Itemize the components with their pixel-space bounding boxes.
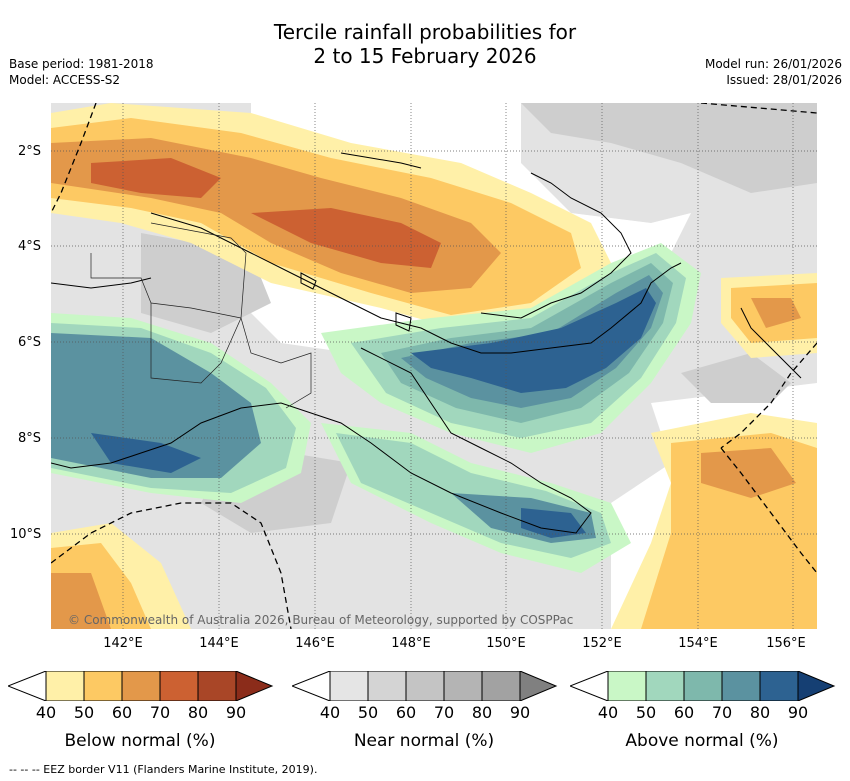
- eez-border: [51, 103, 817, 629]
- eez-footnote: -- -- -- EEZ border V11 (Flanders Marine…: [9, 763, 318, 776]
- colorbar-tick: 80: [471, 703, 493, 722]
- lon-label: 144°E: [199, 636, 239, 651]
- colorbar-tick: 50: [73, 703, 95, 722]
- copyright-notice: © Commonwealth of Australia 2026, Bureau…: [68, 613, 574, 627]
- colorbar-segment: [645, 671, 685, 701]
- meta-right: Model run: 26/01/2026 Issued: 28/01/2026: [705, 56, 842, 88]
- colorbar-tick: 60: [673, 703, 695, 722]
- above-normal-80: [521, 508, 586, 538]
- colorbar-segment: [759, 671, 799, 701]
- map-title: Tercile rainfall probabilities for 2 to …: [0, 20, 850, 68]
- colorbar-tick: 90: [225, 703, 247, 722]
- colorbar-tick: 60: [395, 703, 417, 722]
- lat-label: 8°S: [18, 431, 42, 446]
- colorbar-tick: 50: [357, 703, 379, 722]
- colorbar-extend-high: [797, 671, 836, 701]
- lon-label: 152°E: [582, 636, 622, 651]
- lon-label: 156°E: [766, 636, 806, 651]
- below-normal-70: [91, 158, 221, 198]
- colorbar-segment: [721, 671, 761, 701]
- colorbar-segment: [683, 671, 723, 701]
- colorbar-segment: [405, 671, 445, 701]
- colorbar-extend-high: [235, 671, 274, 701]
- colorbar-extend-low: [292, 671, 331, 701]
- colorbar-segment: [443, 671, 483, 701]
- colorbar-tick: 70: [711, 703, 733, 722]
- colorbar-extend-high: [519, 671, 558, 701]
- near-normal-50: [521, 103, 817, 193]
- above-normal-80: [411, 288, 656, 393]
- below-normal-70: [251, 208, 441, 268]
- title-line-2: 2 to 15 February 2026: [313, 44, 537, 68]
- colorbar-near-normal: [292, 671, 558, 701]
- colorbar-tick: 70: [433, 703, 455, 722]
- province-borders: [90, 222, 312, 409]
- coastline: [51, 152, 802, 534]
- colorbar-title-above: Above normal (%): [625, 731, 779, 751]
- model-run: Model run: 26/01/2026: [704, 57, 842, 71]
- lat-label: 2°S: [18, 144, 42, 159]
- colorbar-tick: 90: [787, 703, 809, 722]
- colorbar-tick: 80: [187, 703, 209, 722]
- colorbar-segment: [607, 671, 647, 701]
- meta-left: Base period: 1981-2018 Model: ACCESS-S2: [9, 56, 154, 88]
- lon-label: 150°E: [486, 636, 526, 651]
- base-period: Base period: 1981-2018: [9, 57, 154, 71]
- colorbar-extend-low: [8, 671, 47, 701]
- colorbar-tick: 90: [509, 703, 531, 722]
- colorbar-tick: 40: [319, 703, 341, 722]
- lat-label: 10°S: [10, 527, 42, 542]
- lat-label: 6°S: [18, 335, 42, 350]
- graticule: [51, 103, 817, 629]
- lon-label: 142°E: [103, 636, 143, 651]
- colorbar-title-near: Near normal (%): [353, 731, 495, 751]
- colorbar-tick: 80: [749, 703, 771, 722]
- near-normal-50: [681, 353, 791, 403]
- colorbar-above-normal: [570, 671, 836, 701]
- below-normal-60: [51, 573, 111, 629]
- title-line-1: Tercile rainfall probabilities for: [273, 20, 577, 44]
- colorbar-tick: 60: [111, 703, 133, 722]
- colorbar-segment: [481, 671, 521, 701]
- rainfall-map: [51, 103, 817, 629]
- colorbar-segment: [329, 671, 369, 701]
- lon-label: 148°E: [391, 636, 431, 651]
- colorbar-segment: [197, 671, 237, 701]
- colorbar-title-below: Below normal (%): [64, 731, 216, 751]
- colorbar-segment: [367, 671, 407, 701]
- colorbar-tick: 50: [635, 703, 657, 722]
- colorbar-tick: 70: [149, 703, 171, 722]
- model-name: Model: ACCESS-S2: [9, 73, 121, 87]
- above-normal-80: [91, 433, 201, 473]
- issued-date: Issued: 28/01/2026: [726, 73, 842, 87]
- below-normal-60: [701, 448, 796, 498]
- lon-label: 146°E: [295, 636, 335, 651]
- colorbar-segment: [159, 671, 199, 701]
- colorbar-extend-low: [570, 671, 609, 701]
- lat-label: 4°S: [18, 239, 42, 254]
- colorbar-tick: 40: [597, 703, 619, 722]
- colorbar-tick: 40: [35, 703, 57, 722]
- lon-label: 154°E: [678, 636, 718, 651]
- colorbar-segment: [121, 671, 161, 701]
- colorbar-below-normal: [8, 671, 274, 701]
- colorbar-segment: [45, 671, 85, 701]
- below-normal-60: [751, 298, 801, 328]
- colorbar-segment: [83, 671, 123, 701]
